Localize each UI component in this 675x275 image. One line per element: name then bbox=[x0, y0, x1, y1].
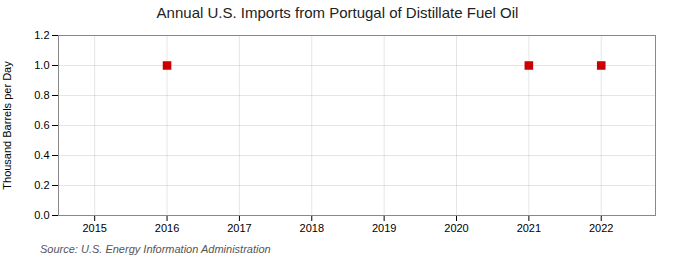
svg-text:2017: 2017 bbox=[227, 222, 251, 234]
svg-text:0.8: 0.8 bbox=[34, 89, 49, 101]
svg-text:Thousand Barrels per Day: Thousand Barrels per Day bbox=[1, 61, 13, 190]
svg-text:2015: 2015 bbox=[82, 222, 106, 234]
svg-text:2020: 2020 bbox=[444, 222, 468, 234]
html-text:Source: U.S. Energy Informatio: Source: U.S. Energy Information Administ… bbox=[40, 243, 271, 255]
svg-text:2021: 2021 bbox=[517, 222, 541, 234]
svg-text:0.6: 0.6 bbox=[34, 119, 49, 131]
svg-text:2018: 2018 bbox=[300, 222, 324, 234]
svg-text:2022: 2022 bbox=[589, 222, 613, 234]
svg-text:0.0: 0.0 bbox=[34, 209, 49, 221]
svg-text:1.2: 1.2 bbox=[34, 29, 49, 41]
html-text:Annual U.S. Imports from Portu: Annual U.S. Imports from Portugal of Dis… bbox=[156, 4, 519, 21]
svg-text:2016: 2016 bbox=[155, 222, 179, 234]
svg-text:0.4: 0.4 bbox=[34, 149, 49, 161]
svg-text:2019: 2019 bbox=[372, 222, 396, 234]
svg-text:1.0: 1.0 bbox=[34, 59, 49, 71]
svg-text:0.2: 0.2 bbox=[34, 179, 49, 191]
